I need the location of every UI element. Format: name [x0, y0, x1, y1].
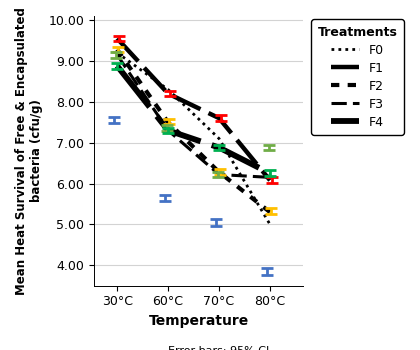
Y-axis label: Mean Heat Survival of Free & Encapsulated
bacteria (cfu/g): Mean Heat Survival of Free & Encapsulate… [15, 7, 43, 295]
Text: Error bars: 95% CI: Error bars: 95% CI [168, 345, 269, 350]
Legend: F0, F1, F2, F3, F4: F0, F1, F2, F3, F4 [312, 20, 404, 135]
X-axis label: Temperature: Temperature [149, 314, 249, 328]
